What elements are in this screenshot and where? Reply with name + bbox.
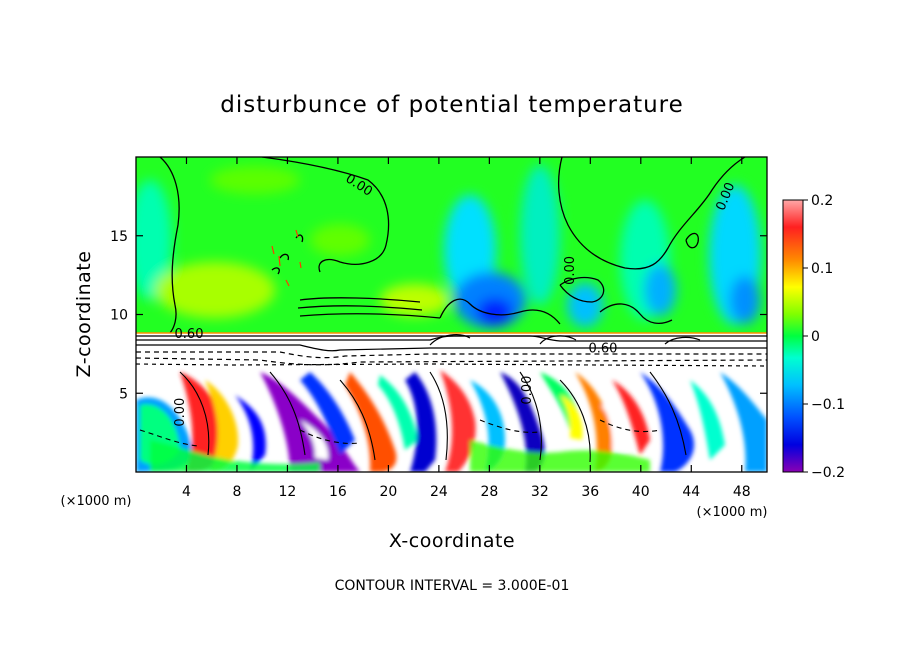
inversion-contours [136, 334, 767, 367]
x-tick-label: 32 [531, 484, 549, 500]
x-tick-label: 28 [480, 484, 498, 500]
x-tick-label: 48 [733, 484, 751, 500]
colorbar-tick-label: 0.2 [811, 193, 833, 209]
y-axis-ticks: 5 10 15 [110, 229, 767, 402]
contour-label: 0.00 [520, 376, 535, 405]
contour-label: 0.60 [175, 327, 204, 342]
zero-contours [159, 157, 746, 333]
x-tick-label: 16 [329, 484, 347, 500]
chart-title: disturbunce of potential temperature [220, 92, 684, 118]
z-unit-label: (×1000 m) [61, 494, 132, 509]
contour-label: 0.00 [563, 256, 578, 285]
contour-labels: 0.00 0.000.600.600.000.000.00 [173, 171, 738, 426]
x-tick-label: 20 [379, 484, 397, 500]
y-tick-label: 10 [110, 308, 128, 324]
lower-contours [139, 371, 687, 463]
x-tick-label: 8 [232, 484, 241, 500]
x-tick-label: 12 [279, 484, 297, 500]
colorbar-tick-label: −0.1 [811, 397, 845, 413]
colorbar-gradient [783, 200, 803, 472]
warm-specks [271, 229, 302, 287]
y-axis-label: Z-coordinate [73, 251, 95, 378]
x-tick-label: 24 [430, 484, 448, 500]
contour-label: 0.00 [173, 398, 188, 427]
colorbar-tick-label: 0 [811, 329, 820, 345]
colorbar-tick-label: 0.1 [811, 261, 833, 277]
x-unit-label: (×1000 m) [697, 505, 768, 520]
x-axis-ticks: 4 8 12 16 20 24 28 32 36 40 44 48 [182, 157, 751, 500]
contour-label: 0.60 [588, 341, 617, 356]
heatmap-field [136, 157, 767, 472]
lower-field [136, 368, 767, 472]
upper-field [136, 157, 767, 333]
y-tick-label: 15 [110, 229, 128, 245]
colorbar-ticks: 0.2 0.1 0 −0.1 −0.2 [803, 193, 845, 481]
y-tick-label: 5 [119, 386, 128, 402]
x-tick-label: 4 [182, 484, 191, 500]
x-tick-label: 44 [682, 484, 700, 500]
colorbar: 0.2 0.1 0 −0.1 −0.2 [782, 193, 845, 481]
x-tick-label: 40 [632, 484, 650, 500]
contour-interval-text: CONTOUR INTERVAL = 3.000E-01 [335, 578, 570, 594]
x-axis-label: X-coordinate [389, 530, 515, 552]
x-tick-label: 36 [581, 484, 599, 500]
colorbar-tick-label: −0.2 [811, 465, 845, 481]
